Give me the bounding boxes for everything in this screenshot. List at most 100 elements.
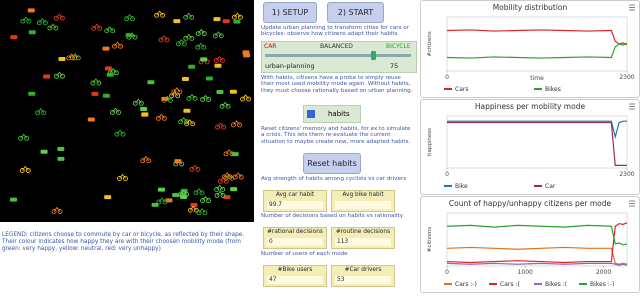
wheel <box>140 158 146 164</box>
bike-agent <box>53 13 65 21</box>
y-axis-label: #citizens <box>427 31 433 57</box>
car-agent <box>180 195 188 200</box>
wheel <box>104 28 110 34</box>
car-agent <box>205 76 213 81</box>
bike-agent <box>155 113 167 121</box>
wheel <box>186 95 192 101</box>
frame <box>186 119 194 125</box>
wheel <box>164 37 170 43</box>
car-agent <box>188 64 196 69</box>
plot-menu[interactable] <box>629 200 635 207</box>
bike-agent <box>189 164 201 172</box>
frame <box>49 23 57 29</box>
wheel <box>232 174 238 180</box>
monitor-label: #routine decisions <box>335 229 391 235</box>
world-view <box>0 0 254 222</box>
car-agent <box>233 19 241 24</box>
wheel <box>231 122 236 128</box>
start-button[interactable]: 2) START <box>327 2 384 23</box>
bike-agent <box>54 71 65 79</box>
monitor: #Bike users 47 <box>263 265 327 287</box>
wheel <box>90 80 96 86</box>
frame <box>197 42 205 48</box>
wheel <box>112 43 117 49</box>
x-axis-label: time <box>530 75 544 82</box>
monitor-value: 113 <box>335 238 391 246</box>
wheel <box>212 33 218 39</box>
car-agent <box>57 156 65 161</box>
car-agent <box>200 57 208 62</box>
frame <box>56 71 63 77</box>
wheel <box>214 193 220 198</box>
wheel <box>60 73 65 79</box>
wheel <box>110 109 115 115</box>
x-tick-label: 2000 <box>596 269 611 276</box>
monitor-label: Avg car habit <box>275 192 315 198</box>
frame <box>178 39 185 45</box>
car-agent <box>173 19 181 24</box>
plot-menu[interactable] <box>629 103 635 110</box>
car-agent <box>181 77 189 82</box>
bike-agent <box>193 188 205 196</box>
wheel <box>162 199 168 205</box>
habits-switch[interactable]: habits <box>303 105 361 123</box>
wheel <box>132 100 138 106</box>
car-agent <box>10 197 18 202</box>
bike-agent <box>240 94 252 102</box>
frame <box>191 164 199 170</box>
car-agent <box>40 149 48 154</box>
bike-agent <box>47 23 59 31</box>
frame <box>158 113 165 119</box>
frame <box>92 78 100 84</box>
car-agent <box>229 89 237 94</box>
frame <box>185 12 193 18</box>
wheel <box>195 166 201 172</box>
frame <box>234 172 242 178</box>
car-agent <box>28 30 36 35</box>
car-agent <box>140 107 148 112</box>
bike-agent <box>156 197 168 205</box>
setup-button[interactable]: 1) SETUP <box>263 2 317 23</box>
wheel <box>96 80 102 86</box>
frame <box>202 195 209 201</box>
wheel <box>223 151 229 157</box>
bike-agent <box>219 101 231 109</box>
bike-agent <box>140 155 152 164</box>
car-agent <box>231 152 239 157</box>
wheel <box>181 41 187 47</box>
bike-agent <box>169 91 181 99</box>
wheel <box>169 93 175 99</box>
car-agent <box>28 91 36 96</box>
bike-agent <box>132 98 144 106</box>
users-note: Number of users of each mode <box>261 251 348 257</box>
frame <box>37 108 45 114</box>
bike-agent <box>183 12 195 20</box>
plot-menu[interactable] <box>629 4 635 11</box>
reset-button[interactable]: Reset habits <box>303 153 361 174</box>
frame <box>156 10 163 16</box>
bike-agent <box>51 206 63 215</box>
series-line <box>447 121 627 167</box>
monitor: #routine decisions 113 <box>331 227 395 249</box>
car-agent <box>58 57 66 62</box>
wheel <box>214 186 220 192</box>
x-tick-label: 1000 <box>518 269 533 276</box>
wheel <box>155 115 161 121</box>
series-line <box>446 224 628 246</box>
wheel <box>18 135 24 141</box>
wheel <box>66 55 72 61</box>
car-agent <box>242 50 250 55</box>
bike-agent <box>214 184 226 192</box>
frame <box>53 206 61 212</box>
plot: Happiness per mobility mode 0 2300 happines… <box>427 102 635 190</box>
wheel <box>177 89 183 95</box>
bike-agent <box>36 17 48 26</box>
habits-note: With habits, citizens have a proba to si… <box>261 75 413 94</box>
series-line <box>446 246 628 265</box>
slider[interactable]: CAR BALANCED BICYCLE urban-planning 75 <box>261 41 417 73</box>
frame <box>202 94 209 100</box>
car-agent <box>104 66 112 71</box>
slider-knob[interactable] <box>370 51 376 60</box>
wheel <box>189 35 195 41</box>
monitor-value: 53 <box>335 276 391 284</box>
